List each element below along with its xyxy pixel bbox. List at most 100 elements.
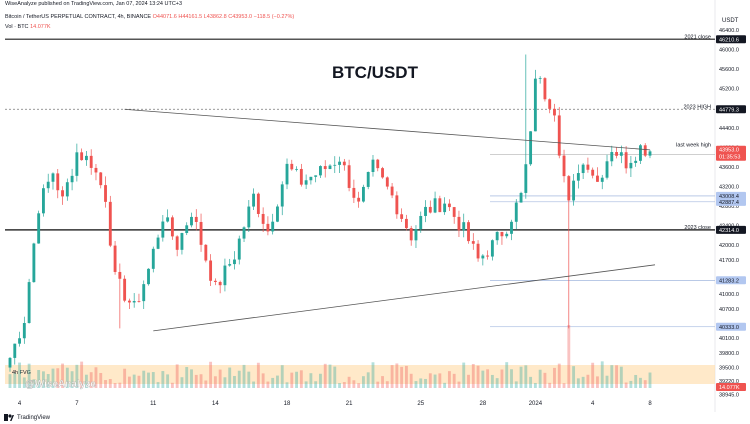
candle-body [42,188,45,214]
volume-bar [237,370,241,388]
volume-bar [8,374,12,388]
y-tick-label: 45200.0 [719,87,739,93]
candle-body [548,99,552,109]
volume-bar [634,374,638,388]
candle-body [108,201,112,246]
x-tick-label: 2024 [529,401,543,407]
candle-body [266,223,270,232]
candle-body [218,281,222,286]
y-tick-label: 41700.0 [719,258,739,264]
candle-body [271,221,275,232]
candle-body [237,238,241,260]
volume-bar [199,374,203,388]
volume-label[interactable]: Vol · BTC [5,24,29,30]
candle-body [280,184,284,207]
candle-body [175,236,179,250]
candle-body [314,175,318,177]
volume-bar [75,364,79,388]
candle-body [194,216,198,222]
volume-bar [572,366,576,388]
volume-bar [443,382,447,388]
volume-bar [304,381,308,388]
volume-bar [481,370,485,388]
volume-bar [486,369,490,388]
volume-bar [132,374,136,388]
volume-bar [338,383,341,388]
candle-body [127,300,131,303]
x-tick-label: 11 [150,401,157,407]
ohlc-high: H44161.5 [178,14,203,20]
price-tag-bg [716,197,746,206]
volume-bar [605,375,609,388]
candle-body [643,145,647,156]
tradingview-logo[interactable]: TradingView [4,414,50,421]
candle-body [113,245,117,272]
candle-body [443,203,447,213]
candle-body [75,152,79,176]
candle-body [510,221,513,234]
candle-body [581,164,585,174]
candle-body [22,323,26,339]
volume-bar [447,371,451,388]
volume-bar [643,380,647,388]
volume-bar [471,363,475,388]
candle-body [557,115,561,156]
volume-bar [99,372,103,388]
candle-body [185,225,189,234]
volume-bar [419,378,423,388]
volume-bar [271,377,275,388]
candle-body [180,233,184,250]
volume-bar [218,369,222,388]
candle-body [89,155,93,168]
candle-body [366,171,370,187]
volume-bar [285,382,289,388]
volume-bar [366,372,370,388]
volume-bar [42,371,45,388]
candle-body [409,228,413,241]
candle-body [529,131,533,165]
candle-body [490,240,494,257]
tradingview-wordmark: TradingView [17,414,51,421]
candle-body [586,164,590,170]
candle-body [37,213,41,244]
volume-bar [108,378,112,388]
candle-body [132,301,136,303]
x-tick-label: 4 [591,401,595,407]
candle-body [619,152,623,156]
volume-bar [400,366,404,388]
candle-body [347,165,351,188]
candle-body [395,195,399,215]
price-tag: 40333.0 [719,325,739,331]
candle-body [104,185,107,202]
candle-body [65,182,69,197]
candle-body [419,215,423,230]
volume-bar [557,363,561,388]
symbol-name[interactable]: Bitcoin / TetherUS PERPETUAL CONTRACT, 4… [5,14,152,20]
volume-bar [242,364,246,388]
volume-bar [319,373,322,388]
candlestick-chart[interactable]: USDT46400.046000.045600.045200.044800.04… [0,0,750,412]
candle-body [213,280,217,282]
volume-bar [428,373,432,388]
volume-bar [533,382,537,388]
volume-bar [32,379,36,388]
y-tick-label: 42000.0 [719,243,739,249]
volume-bar [295,371,298,388]
volume-bar [553,367,556,388]
candle-body [414,229,418,241]
candle-body [233,259,236,265]
candle-body [32,243,36,283]
volume-bar [175,364,179,388]
volume-bar [118,382,122,388]
candle-body [328,165,332,170]
volume-bar [414,381,418,388]
volume-bar [80,361,84,388]
tradingview-icon [4,414,14,421]
candle-body [505,233,509,237]
volume-bar [247,371,251,388]
candle-body [648,151,652,156]
volume-bar [624,382,628,388]
price-tag: 46210.6 [719,37,739,43]
volume-bar [490,374,494,388]
symbol-legend: Bitcoin / TetherUS PERPETUAL CONTRACT, 4… [5,14,294,20]
